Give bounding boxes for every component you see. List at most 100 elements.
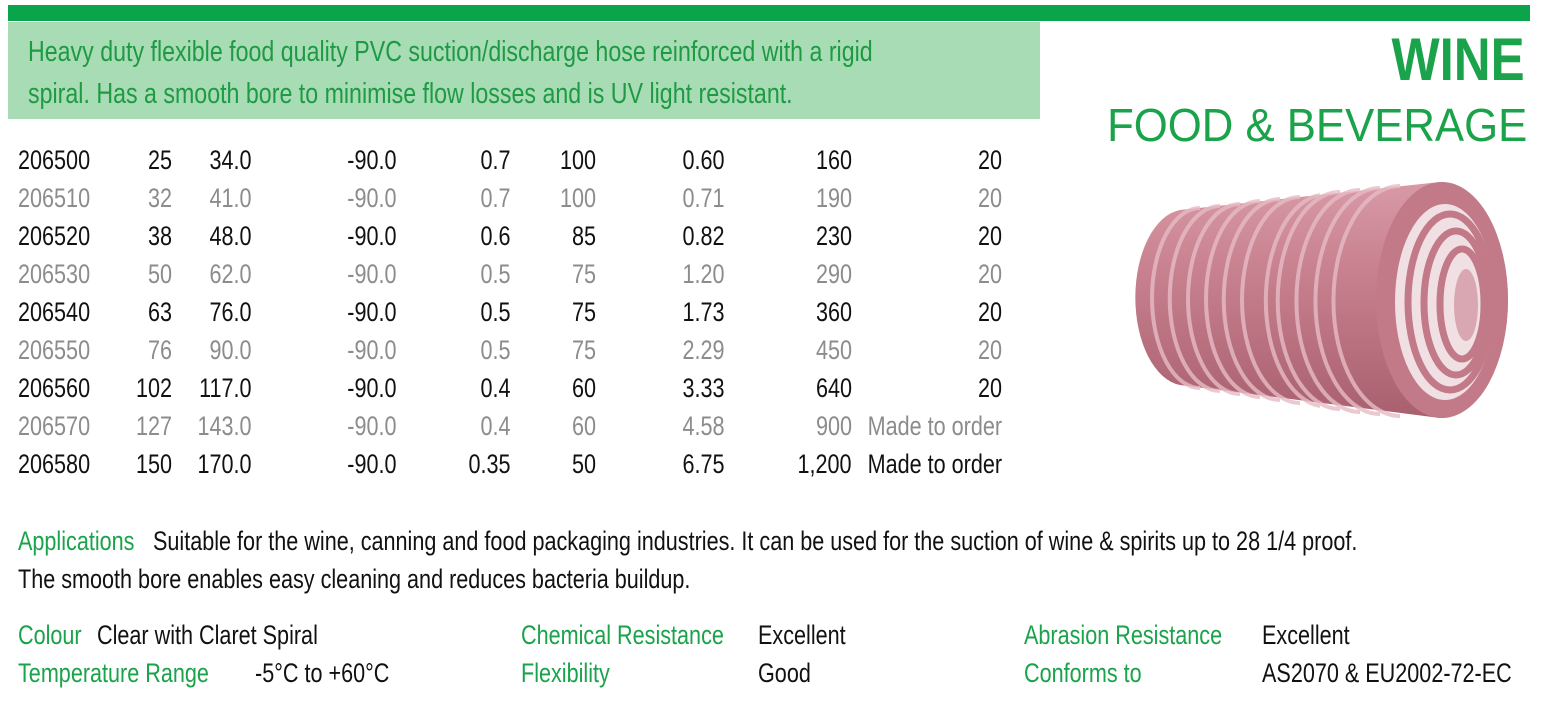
table-cell: -90.0 [347, 448, 397, 479]
table-cell: 20 [977, 220, 1002, 251]
table-cell: 1.20 [682, 258, 725, 289]
table-cell: 127 [135, 410, 172, 441]
table-cell: 117.0 [199, 372, 252, 403]
table-cell: 206570 [18, 410, 91, 441]
table-cell: 290 [815, 258, 852, 289]
table-cell: 100 [559, 182, 596, 213]
table-cell: 0.35 [468, 448, 511, 479]
table-cell: Made to order [867, 410, 1002, 441]
table-cell: -90.0 [347, 410, 397, 441]
table-cell: 75 [571, 296, 596, 327]
property-label: Temperature Range [18, 657, 209, 688]
table-cell: 41.0 [209, 182, 252, 213]
table-cell: 900 [815, 410, 852, 441]
table-cell: 0.82 [682, 220, 725, 251]
table-cell: 6.75 [682, 448, 725, 479]
property-value: Excellent [758, 619, 846, 650]
table-cell: 170.0 [197, 448, 252, 479]
table-cell: 62.0 [209, 258, 252, 289]
table-cell: 76 [147, 334, 172, 365]
table-cell: 60 [571, 410, 596, 441]
table-cell: 360 [815, 296, 852, 327]
title: WINE [1391, 26, 1525, 93]
table-cell: 0.7 [480, 144, 511, 175]
table-cell: 32 [147, 182, 172, 213]
table-cell: 25 [147, 144, 172, 175]
table-cell: -90.0 [347, 182, 397, 213]
property-label: Abrasion Resistance [1024, 619, 1223, 650]
table-cell: -90.0 [347, 334, 397, 365]
applications-label: Applications [18, 525, 135, 556]
table-cell: 0.4 [480, 410, 511, 441]
table-cell: 206510 [18, 182, 91, 213]
top-bar [8, 5, 1530, 21]
table-cell: 206560 [18, 372, 91, 403]
table-cell: 20 [977, 144, 1002, 175]
table-cell: 206540 [18, 296, 91, 327]
table-cell: -90.0 [347, 372, 397, 403]
table-cell: 1,200 [797, 448, 852, 479]
description-line: Heavy duty flexible food quality PVC suc… [28, 35, 873, 68]
table-cell: 20 [977, 182, 1002, 213]
property-label: Conforms to [1024, 657, 1142, 688]
table-cell: -90.0 [347, 258, 397, 289]
table-cell: 3.33 [682, 372, 725, 403]
table-cell: 0.71 [682, 182, 725, 213]
table-cell: 50 [147, 258, 172, 289]
description-box [8, 22, 1040, 119]
table-cell: 206580 [18, 448, 91, 479]
table-cell: 450 [815, 334, 852, 365]
property-value: AS2070 & EU2002-72-EC [1262, 657, 1512, 688]
table-cell: 75 [571, 334, 596, 365]
table-cell: 102 [135, 372, 172, 403]
table-cell: 206530 [18, 258, 91, 289]
table-cell: 0.7 [480, 182, 511, 213]
table-cell: 20 [977, 372, 1002, 403]
table-cell: 50 [571, 448, 596, 479]
applications-text: The smooth bore enables easy cleaning an… [18, 563, 691, 594]
table-cell: 63 [147, 296, 172, 327]
table-cell: -90.0 [347, 220, 397, 251]
property-value: Good [758, 657, 811, 688]
table-cell: 2.29 [682, 334, 725, 365]
table-cell: 150 [135, 448, 172, 479]
table-cell: 640 [815, 372, 852, 403]
table-cell: 90.0 [209, 334, 252, 365]
table-cell: -90.0 [347, 296, 397, 327]
table-cell: 85 [571, 220, 596, 251]
table-cell: 160 [815, 144, 852, 175]
table-cell: 60 [571, 372, 596, 403]
description-line: spiral. Has a smooth bore to minimise fl… [28, 77, 793, 110]
table-cell: 100 [559, 144, 596, 175]
table-cell: 0.5 [480, 296, 511, 327]
property-label: Chemical Resistance [521, 619, 724, 650]
applications-text: Suitable for the wine, canning and food … [153, 525, 1358, 556]
table-cell: 206520 [18, 220, 91, 251]
property-value: Excellent [1262, 619, 1350, 650]
table-cell: 20 [977, 296, 1002, 327]
property-value: -5°C to +60°C [255, 657, 390, 688]
table-cell: -90.0 [347, 144, 397, 175]
table-cell: 75 [571, 258, 596, 289]
table-cell: 20 [977, 258, 1002, 289]
table-cell: 0.6 [480, 220, 511, 251]
table-cell: 48.0 [209, 220, 252, 251]
hose-image [1135, 182, 1508, 418]
subtitle: FOOD & BEVERAGE [1106, 99, 1527, 151]
property-label: Colour [18, 619, 82, 650]
table-cell: 1.73 [682, 296, 725, 327]
table-cell: 38 [147, 220, 172, 251]
table-cell: 20 [977, 334, 1002, 365]
table-cell: 190 [815, 182, 852, 213]
table-cell: 0.4 [480, 372, 511, 403]
property-value: Clear with Claret Spiral [97, 619, 318, 650]
table-cell: 206500 [18, 144, 91, 175]
table-cell: 4.58 [682, 410, 725, 441]
table-cell: 0.5 [480, 258, 511, 289]
table-cell: 76.0 [209, 296, 252, 327]
table-cell: Made to order [867, 448, 1002, 479]
table-cell: 0.5 [480, 334, 511, 365]
table-cell: 143.0 [197, 410, 252, 441]
property-label: Flexibility [521, 657, 610, 688]
